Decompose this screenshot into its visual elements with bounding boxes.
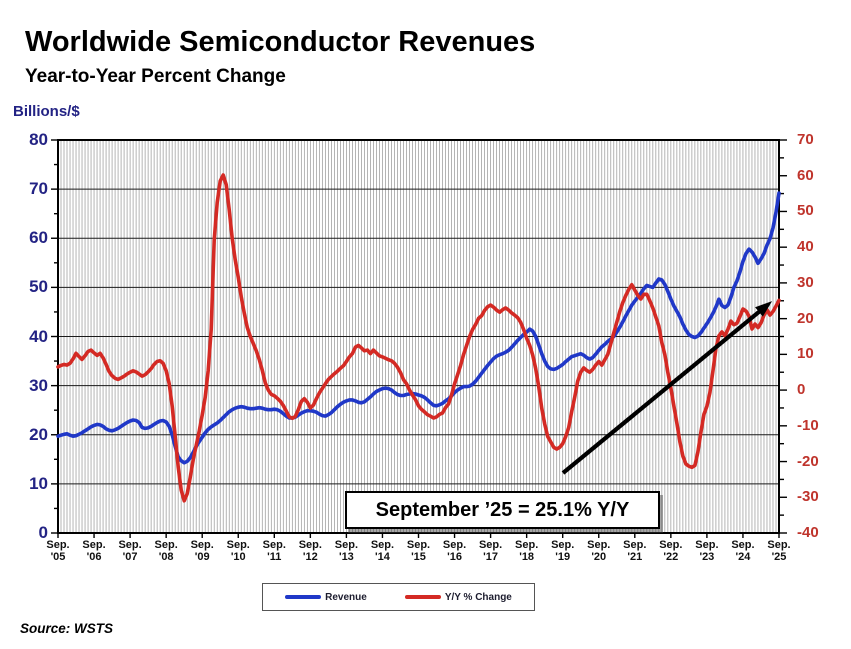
page-subtitle: Year-to-Year Percent Change	[25, 66, 286, 87]
x-axis-tick-label: Sep. '19	[551, 539, 575, 563]
left-axis-tick-label: 0	[38, 523, 48, 542]
x-axis-tick-label: Sep. '20	[587, 539, 611, 563]
legend-item-revenue: Revenue	[285, 592, 367, 603]
x-axis-tick-label: Sep. '18	[515, 539, 539, 563]
x-axis-tick-label: Sep. '17	[478, 539, 503, 563]
callout-annotation-text: September ’25 = 25.1% Y/Y	[375, 498, 630, 521]
source-credit: Source: WSTS	[20, 621, 114, 636]
x-axis-tick-label: Sep. '11	[262, 539, 286, 563]
right-axis-tick-label: -30	[797, 488, 819, 506]
right-axis-tick-label: 20	[797, 309, 814, 327]
x-axis-tick-label: Sep. '16	[442, 539, 467, 563]
page-title: Worldwide Semiconductor Revenues	[25, 26, 536, 58]
left-axis-tick-label: 10	[29, 473, 48, 493]
x-axis-tick-label: Sep. '08	[154, 539, 178, 563]
left-axis-tick-label: 70	[29, 179, 48, 199]
right-axis-tick-label: -40	[797, 524, 819, 541]
left-axis-tick-label: 30	[29, 375, 48, 395]
x-axis-tick-label: Sep. '25	[767, 539, 791, 563]
trend-arrow-head	[755, 301, 773, 317]
left-axis-tick-label: 20	[29, 424, 48, 444]
right-axis-tick-label: 60	[797, 166, 814, 184]
right-axis-tick-label: -10	[797, 416, 819, 434]
x-axis-tick-label: Sep. '05	[46, 539, 70, 563]
left-axis-tick-label: 50	[29, 277, 48, 297]
x-axis-tick-label: Sep. '07	[118, 539, 142, 563]
x-axis-tick-label: Sep. '06	[82, 539, 106, 563]
right-axis-tick-label: 0	[797, 381, 806, 399]
right-axis-tick-label: 30	[797, 273, 814, 291]
left-axis-tick-label: 80	[29, 130, 48, 149]
x-axis-tick-label: Sep. '09	[190, 539, 214, 563]
trend-arrow	[561, 304, 768, 475]
x-axis-tick-label: Sep. '15	[406, 539, 431, 563]
x-axis-tick-label: Sep. '14	[370, 539, 395, 563]
right-axis-tick-label: 10	[797, 345, 814, 363]
right-axis-tick-label: 70	[797, 131, 814, 148]
callout-annotation: September ’25 = 25.1% Y/Y	[345, 491, 660, 529]
left-axis-tick-label: 60	[29, 228, 48, 248]
left-axis-tick-label: 40	[29, 326, 48, 346]
chart-legend: Revenue Y/Y % Change	[262, 583, 535, 611]
yoy-line-swatch	[404, 595, 441, 599]
legend-label-revenue: Revenue	[325, 591, 367, 603]
x-axis-tick-label: Sep. '10	[226, 539, 250, 563]
legend-label-yoy: Y/Y % Change	[444, 591, 512, 603]
x-axis-tick-label: Sep. '22	[659, 539, 683, 563]
right-axis-tick-label: 40	[797, 238, 814, 256]
right-axis-tick-label: 50	[797, 202, 814, 220]
x-axis-tick-label: Sep. '21	[623, 539, 647, 563]
right-axis-tick-label: -20	[797, 452, 819, 470]
x-axis-tick-label: Sep. '23	[695, 539, 719, 563]
x-axis-tick-label: Sep. '12	[298, 539, 322, 563]
yoy-line	[56, 173, 781, 503]
x-axis-tick-label: Sep. '24	[731, 539, 755, 563]
x-axis-tick-label: Sep. '13	[334, 539, 358, 563]
revenue-line-swatch	[285, 595, 322, 599]
legend-item-yoy: Y/Y % Change	[404, 591, 512, 603]
left-axis-title: Billions/$	[13, 103, 80, 120]
